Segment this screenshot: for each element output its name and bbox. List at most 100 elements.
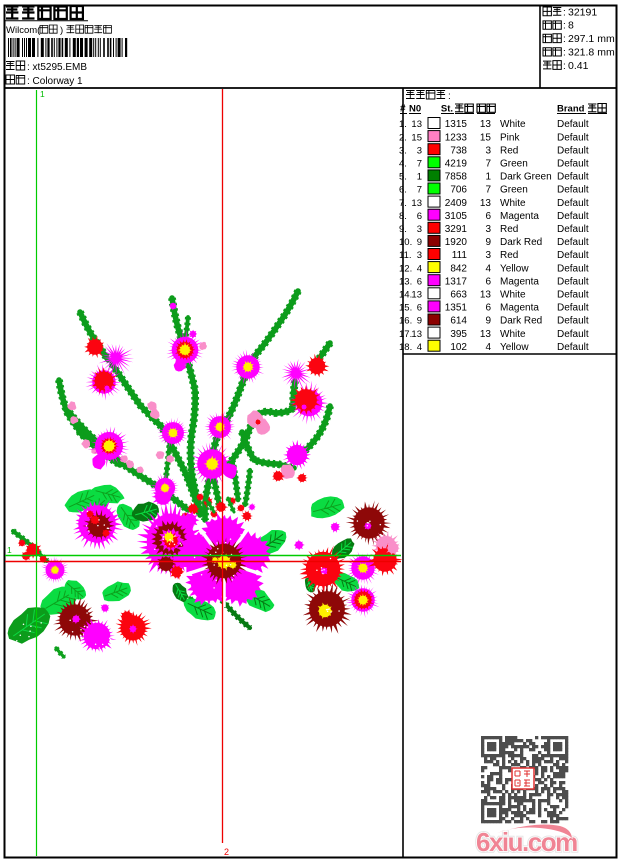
svg-text:6: 6: [417, 276, 422, 287]
svg-text:8.: 8.: [399, 211, 407, 222]
svg-text:3: 3: [417, 145, 422, 156]
svg-text:2.: 2.: [399, 132, 407, 143]
svg-text:Default: Default: [557, 211, 589, 222]
svg-text:Magenta: Magenta: [500, 276, 539, 287]
svg-text:13: 13: [411, 119, 422, 130]
svg-text:9: 9: [485, 316, 491, 327]
svg-text:Yellow: Yellow: [500, 263, 529, 274]
svg-text:Wilcom(: Wilcom(: [6, 25, 41, 36]
svg-text:Green: Green: [500, 159, 528, 170]
svg-text:3: 3: [485, 250, 491, 261]
svg-text:White: White: [500, 329, 526, 340]
svg-text:6.: 6.: [399, 185, 407, 196]
svg-text:15: 15: [411, 132, 422, 143]
svg-text:6: 6: [417, 211, 422, 222]
svg-text:1351: 1351: [445, 303, 468, 314]
svg-text::: :: [563, 21, 566, 32]
svg-text:1: 1: [417, 172, 422, 183]
svg-text::: :: [563, 7, 566, 18]
svg-text:738: 738: [450, 145, 467, 156]
svg-text:9: 9: [417, 237, 422, 248]
svg-text:: xt5295.EMB: : xt5295.EMB: [27, 62, 87, 73]
svg-text:4219: 4219: [445, 159, 468, 170]
svg-text:13: 13: [480, 198, 492, 209]
svg-text:7: 7: [485, 185, 491, 196]
svg-text:Green: Green: [500, 185, 528, 196]
svg-text:8: 8: [568, 20, 574, 32]
svg-text:6: 6: [485, 276, 491, 287]
svg-text:395: 395: [450, 329, 467, 340]
svg-text:3: 3: [417, 250, 422, 261]
svg-text:842: 842: [450, 263, 467, 274]
svg-text:Red: Red: [500, 250, 518, 261]
svg-text:Yellow: Yellow: [500, 342, 529, 353]
svg-text:16.: 16.: [399, 316, 412, 327]
svg-text:Magenta: Magenta: [500, 303, 539, 314]
svg-text:3.: 3.: [399, 145, 407, 156]
svg-text:7: 7: [485, 159, 491, 170]
svg-text:N0: N0: [409, 104, 421, 115]
svg-text:10.: 10.: [399, 237, 412, 248]
svg-text:Default: Default: [557, 172, 589, 183]
svg-text:Default: Default: [557, 342, 589, 353]
svg-text::: :: [563, 34, 566, 45]
svg-text:White: White: [500, 198, 526, 209]
svg-text:4: 4: [485, 342, 491, 353]
svg-text:Default: Default: [557, 198, 589, 209]
svg-text:Default: Default: [557, 159, 589, 170]
svg-text:1: 1: [485, 172, 491, 183]
svg-text:614: 614: [450, 316, 467, 327]
svg-text:Default: Default: [557, 237, 589, 248]
svg-text:663: 663: [450, 290, 467, 301]
svg-text:St.: St.: [441, 104, 453, 115]
svg-text::: :: [448, 91, 451, 102]
svg-text:4.: 4.: [399, 159, 407, 170]
svg-text:11.: 11.: [399, 250, 412, 261]
svg-text:1317: 1317: [445, 276, 468, 287]
svg-text:4: 4: [417, 263, 422, 274]
svg-text:9.: 9.: [399, 224, 407, 235]
svg-text:2: 2: [224, 847, 229, 857]
svg-text:Default: Default: [557, 276, 589, 287]
svg-text:7: 7: [417, 159, 422, 170]
svg-text:13: 13: [480, 290, 492, 301]
svg-text:32191: 32191: [568, 6, 597, 18]
svg-text:Default: Default: [557, 303, 589, 314]
svg-text:297.1 mm: 297.1 mm: [568, 33, 615, 45]
svg-text:1: 1: [40, 89, 45, 99]
svg-text:7: 7: [417, 185, 422, 196]
svg-text:Red: Red: [500, 145, 518, 156]
svg-text:9: 9: [417, 316, 422, 327]
svg-text:3: 3: [485, 145, 491, 156]
svg-text:111: 111: [452, 250, 468, 261]
svg-text:14.: 14.: [399, 290, 412, 301]
svg-text:3105: 3105: [445, 211, 468, 222]
svg-text:Red: Red: [500, 224, 518, 235]
svg-text:18.: 18.: [399, 342, 412, 353]
svg-text:1233: 1233: [445, 132, 468, 143]
svg-text::: :: [563, 48, 566, 59]
svg-text:Dark Green: Dark Green: [500, 172, 552, 183]
svg-text:3: 3: [485, 224, 491, 235]
svg-text:4: 4: [417, 342, 422, 353]
svg-text:6: 6: [417, 303, 422, 314]
svg-text:13: 13: [480, 329, 492, 340]
svg-text:Default: Default: [557, 263, 589, 274]
svg-text:15.: 15.: [399, 303, 412, 314]
svg-text:: Colorway 1: : Colorway 1: [27, 76, 83, 87]
svg-text:5.: 5.: [399, 172, 407, 183]
svg-text:6: 6: [485, 211, 491, 222]
svg-text:#: #: [400, 104, 406, 115]
svg-text:17.: 17.: [399, 329, 412, 340]
svg-text:Brand: Brand: [557, 104, 585, 115]
svg-text:Default: Default: [557, 224, 589, 235]
svg-text:White: White: [500, 290, 526, 301]
svg-text:13: 13: [480, 119, 492, 130]
svg-text:): ): [60, 25, 63, 36]
svg-text:13.: 13.: [399, 276, 412, 287]
svg-text:1: 1: [7, 545, 12, 555]
svg-text:3: 3: [417, 224, 422, 235]
svg-text:Default: Default: [557, 316, 589, 327]
svg-text:2409: 2409: [445, 198, 468, 209]
svg-text:Default: Default: [557, 250, 589, 261]
